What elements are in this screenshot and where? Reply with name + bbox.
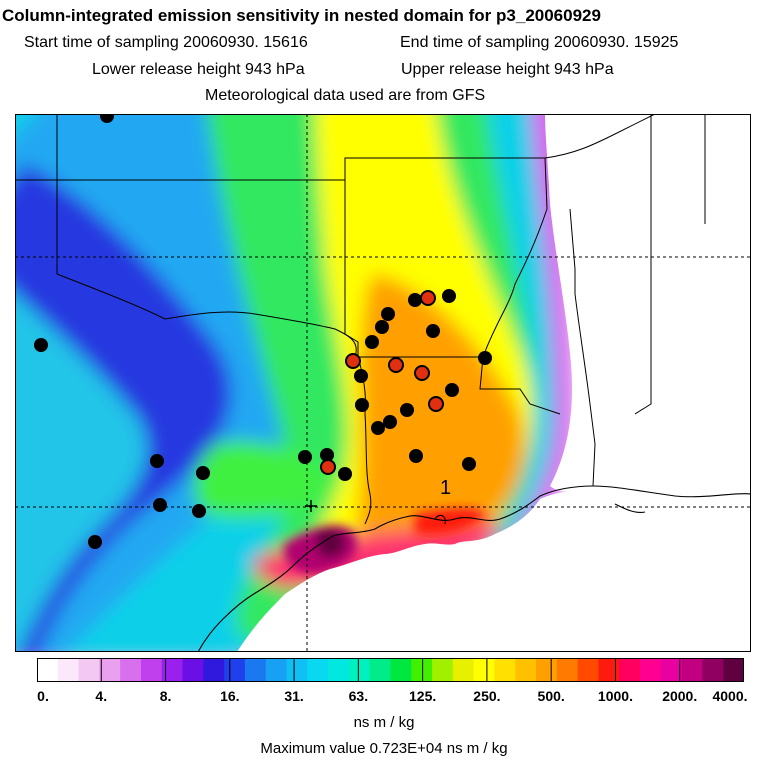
colorbar-tick-label: 1000. xyxy=(597,688,633,704)
site-marker xyxy=(320,459,336,475)
colorbar-cell xyxy=(99,658,121,682)
colorbar-cell xyxy=(140,658,163,682)
site-marker xyxy=(192,504,206,518)
colorbar-cell xyxy=(348,658,371,682)
site-marker xyxy=(383,415,397,429)
lower-release-height-text: Lower release height 943 hPa xyxy=(92,61,305,78)
colorbar xyxy=(37,658,744,682)
colorbar-tick-label: 2000. xyxy=(662,688,698,704)
map-frame xyxy=(15,114,751,652)
site-marker xyxy=(365,335,379,349)
site-marker xyxy=(320,448,334,462)
site-marker xyxy=(478,351,492,365)
site-marker xyxy=(371,421,385,435)
site-marker xyxy=(298,450,312,464)
sensitivity-field xyxy=(15,114,751,652)
plot-title: Column-integrated emission sensitivity i… xyxy=(2,6,601,25)
colorbar-cell xyxy=(265,658,288,682)
colorbar-tick-label: 250. xyxy=(473,688,501,704)
colorbar-cell xyxy=(536,658,558,682)
site-marker xyxy=(409,449,423,463)
colorbar-tick-label: 16. xyxy=(220,688,240,704)
colorbar-cell xyxy=(702,658,724,682)
colorbar-cell xyxy=(494,658,516,682)
colorbar-cell xyxy=(577,658,600,682)
colorbar-cell xyxy=(182,658,204,682)
colorbar-cell xyxy=(369,658,392,682)
site-marker xyxy=(426,324,440,338)
colorbar-cell xyxy=(723,658,744,682)
site-marker xyxy=(388,357,404,373)
site-marker xyxy=(88,535,102,549)
colorbar-cell xyxy=(640,658,662,682)
colorbar-cell xyxy=(556,658,579,682)
colorbar-cell xyxy=(244,658,267,682)
colorbar-cell xyxy=(286,658,308,682)
site-marker xyxy=(400,403,414,417)
site-marker xyxy=(196,466,210,480)
met-data-text: Meteorological data used are from GFS xyxy=(205,87,486,104)
colorbar-cell xyxy=(598,658,620,682)
colorbar-cell xyxy=(203,658,225,682)
site-marker xyxy=(445,383,459,397)
site-marker xyxy=(420,290,436,306)
colorbar-tick-label: 4. xyxy=(95,688,108,704)
site-marker xyxy=(408,293,422,307)
site-marker xyxy=(34,338,48,352)
release-site-marker xyxy=(305,500,317,512)
colorbar-cell xyxy=(328,658,350,682)
site-marker xyxy=(150,454,164,468)
max-value-text: Maximum value 0.723E+04 ns m / kg xyxy=(260,740,508,757)
colorbar-cell xyxy=(37,658,59,682)
upper-release-height-text: Upper release height 943 hPa xyxy=(401,61,614,78)
emission-sensitivity-map: 1 xyxy=(15,114,751,652)
site-markers xyxy=(34,114,492,549)
site-marker xyxy=(414,365,430,381)
colorbar-cell xyxy=(619,658,641,682)
coastline xyxy=(197,485,751,652)
colorbar-cell xyxy=(307,658,329,682)
colorbar-cell xyxy=(390,658,412,682)
colorbar-tick-label: 63. xyxy=(348,688,369,704)
colorbar-tick-label: 0. xyxy=(37,688,49,704)
end-time-text: End time of sampling 20060930. 15925 xyxy=(400,34,679,51)
site-marker xyxy=(354,369,368,383)
colorbar-cell xyxy=(57,658,80,682)
colorbar-cell xyxy=(473,658,496,682)
colorbar-cell xyxy=(681,658,704,682)
site-marker xyxy=(345,353,361,369)
site-marker xyxy=(442,289,456,303)
site-marker xyxy=(462,457,476,471)
colorbar-cell xyxy=(515,658,537,682)
colorbar-tick-label: 31. xyxy=(284,688,304,704)
site-marker xyxy=(381,307,395,321)
lat-lon-gridlines xyxy=(15,114,751,652)
colorbar-cell xyxy=(411,658,433,682)
state-boundaries xyxy=(15,114,706,525)
colorbar-cell xyxy=(161,658,184,682)
colorbar-cell xyxy=(452,658,475,682)
colorbar-cell xyxy=(432,658,454,682)
colorbar-tick-label: 500. xyxy=(537,688,565,704)
colorbar-cell xyxy=(660,658,683,682)
site-marker xyxy=(355,398,369,412)
start-time-text: Start time of sampling 20060930. 15616 xyxy=(24,34,308,51)
colorbar-tick-label: 4000. xyxy=(712,688,748,704)
site-marker xyxy=(100,114,114,123)
colorbar-cell xyxy=(78,658,100,682)
colorbar-tick-label: 8. xyxy=(159,688,172,704)
colorbar-units: ns m / kg xyxy=(353,714,415,731)
release-point-label: 1 xyxy=(440,477,451,499)
site-marker xyxy=(375,320,389,334)
site-marker xyxy=(153,498,167,512)
colorbar-cell xyxy=(224,658,246,682)
site-marker xyxy=(338,467,352,481)
colorbar-cell xyxy=(120,658,142,682)
colorbar-tick-label: 125. xyxy=(409,688,437,704)
site-marker xyxy=(428,396,444,412)
